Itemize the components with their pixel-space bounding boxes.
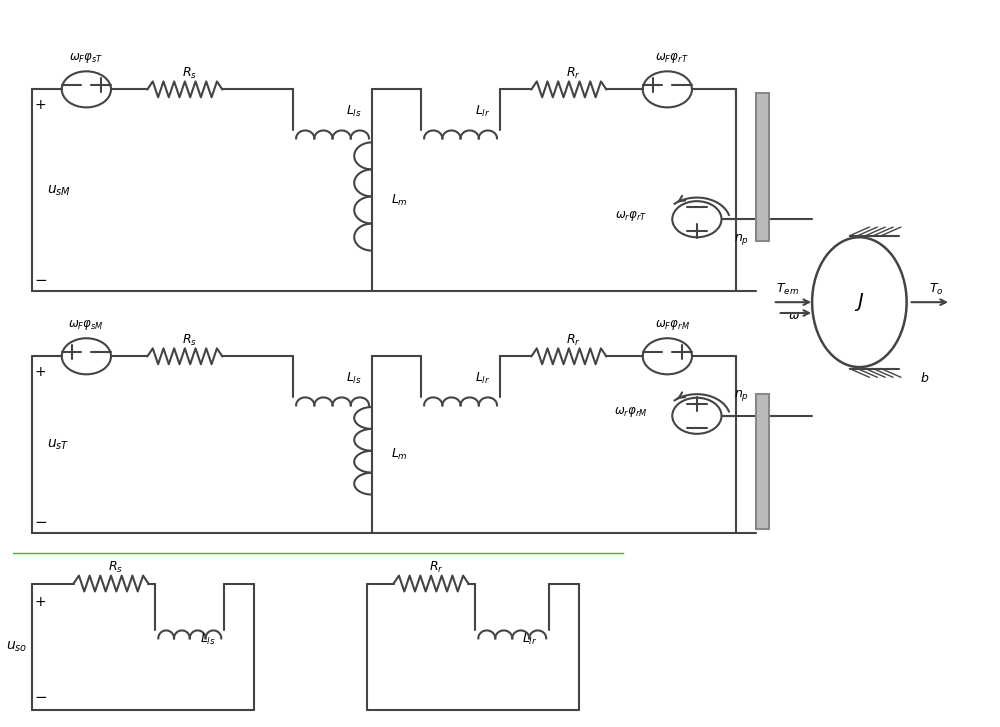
Text: $T_o$: $T_o$	[929, 281, 943, 297]
Text: $L_m$: $L_m$	[391, 193, 408, 208]
Text: $-$: $-$	[34, 688, 47, 703]
Text: $T_{em}$: $T_{em}$	[776, 281, 799, 297]
Text: $\omega_r\varphi_{rT}$: $\omega_r\varphi_{rT}$	[615, 209, 648, 222]
Text: $L_{lr}$: $L_{lr}$	[475, 104, 490, 119]
Text: $-$: $-$	[34, 271, 47, 286]
Text: +: +	[34, 365, 46, 379]
Text: $L_{ls}$: $L_{ls}$	[200, 632, 215, 646]
Text: $\omega_F\varphi_{sM}$: $\omega_F\varphi_{sM}$	[68, 318, 104, 332]
Text: $R_s$: $R_s$	[108, 560, 123, 575]
Text: $L_{ls}$: $L_{ls}$	[346, 371, 362, 386]
Text: $L_{lr}$: $L_{lr}$	[522, 632, 538, 646]
Text: $L_{lr}$: $L_{lr}$	[475, 371, 490, 386]
Bar	[756, 93, 769, 241]
Text: $u_{sM}$: $u_{sM}$	[47, 183, 71, 198]
Text: $n_p$: $n_p$	[734, 388, 749, 403]
Text: $R_s$: $R_s$	[182, 333, 197, 348]
Text: $\omega_r\varphi_{rM}$: $\omega_r\varphi_{rM}$	[614, 405, 648, 419]
Text: $\omega$: $\omega$	[788, 309, 800, 321]
Text: $\omega_F\varphi_{rT}$: $\omega_F\varphi_{rT}$	[655, 52, 689, 65]
Ellipse shape	[812, 237, 907, 367]
Text: $n_p$: $n_p$	[734, 232, 749, 247]
Text: $\omega_F\varphi_{sT}$: $\omega_F\varphi_{sT}$	[69, 52, 104, 65]
Bar	[756, 394, 769, 529]
Text: +: +	[34, 595, 46, 608]
Text: $u_{sT}$: $u_{sT}$	[47, 438, 69, 452]
Text: $u_{so}$: $u_{so}$	[6, 640, 27, 654]
Text: $L_m$: $L_m$	[391, 447, 408, 462]
Text: $-$: $-$	[34, 513, 47, 528]
Text: +: +	[34, 98, 46, 112]
Text: $R_s$: $R_s$	[182, 66, 197, 81]
Text: $R_r$: $R_r$	[566, 333, 581, 348]
Text: $R_r$: $R_r$	[566, 66, 581, 81]
Text: $L_{ls}$: $L_{ls}$	[346, 104, 362, 119]
Text: $J$: $J$	[854, 292, 865, 313]
Text: $\omega_F\varphi_{rM}$: $\omega_F\varphi_{rM}$	[655, 318, 690, 332]
Text: $b$: $b$	[920, 371, 929, 385]
Text: $R_r$: $R_r$	[429, 560, 443, 575]
